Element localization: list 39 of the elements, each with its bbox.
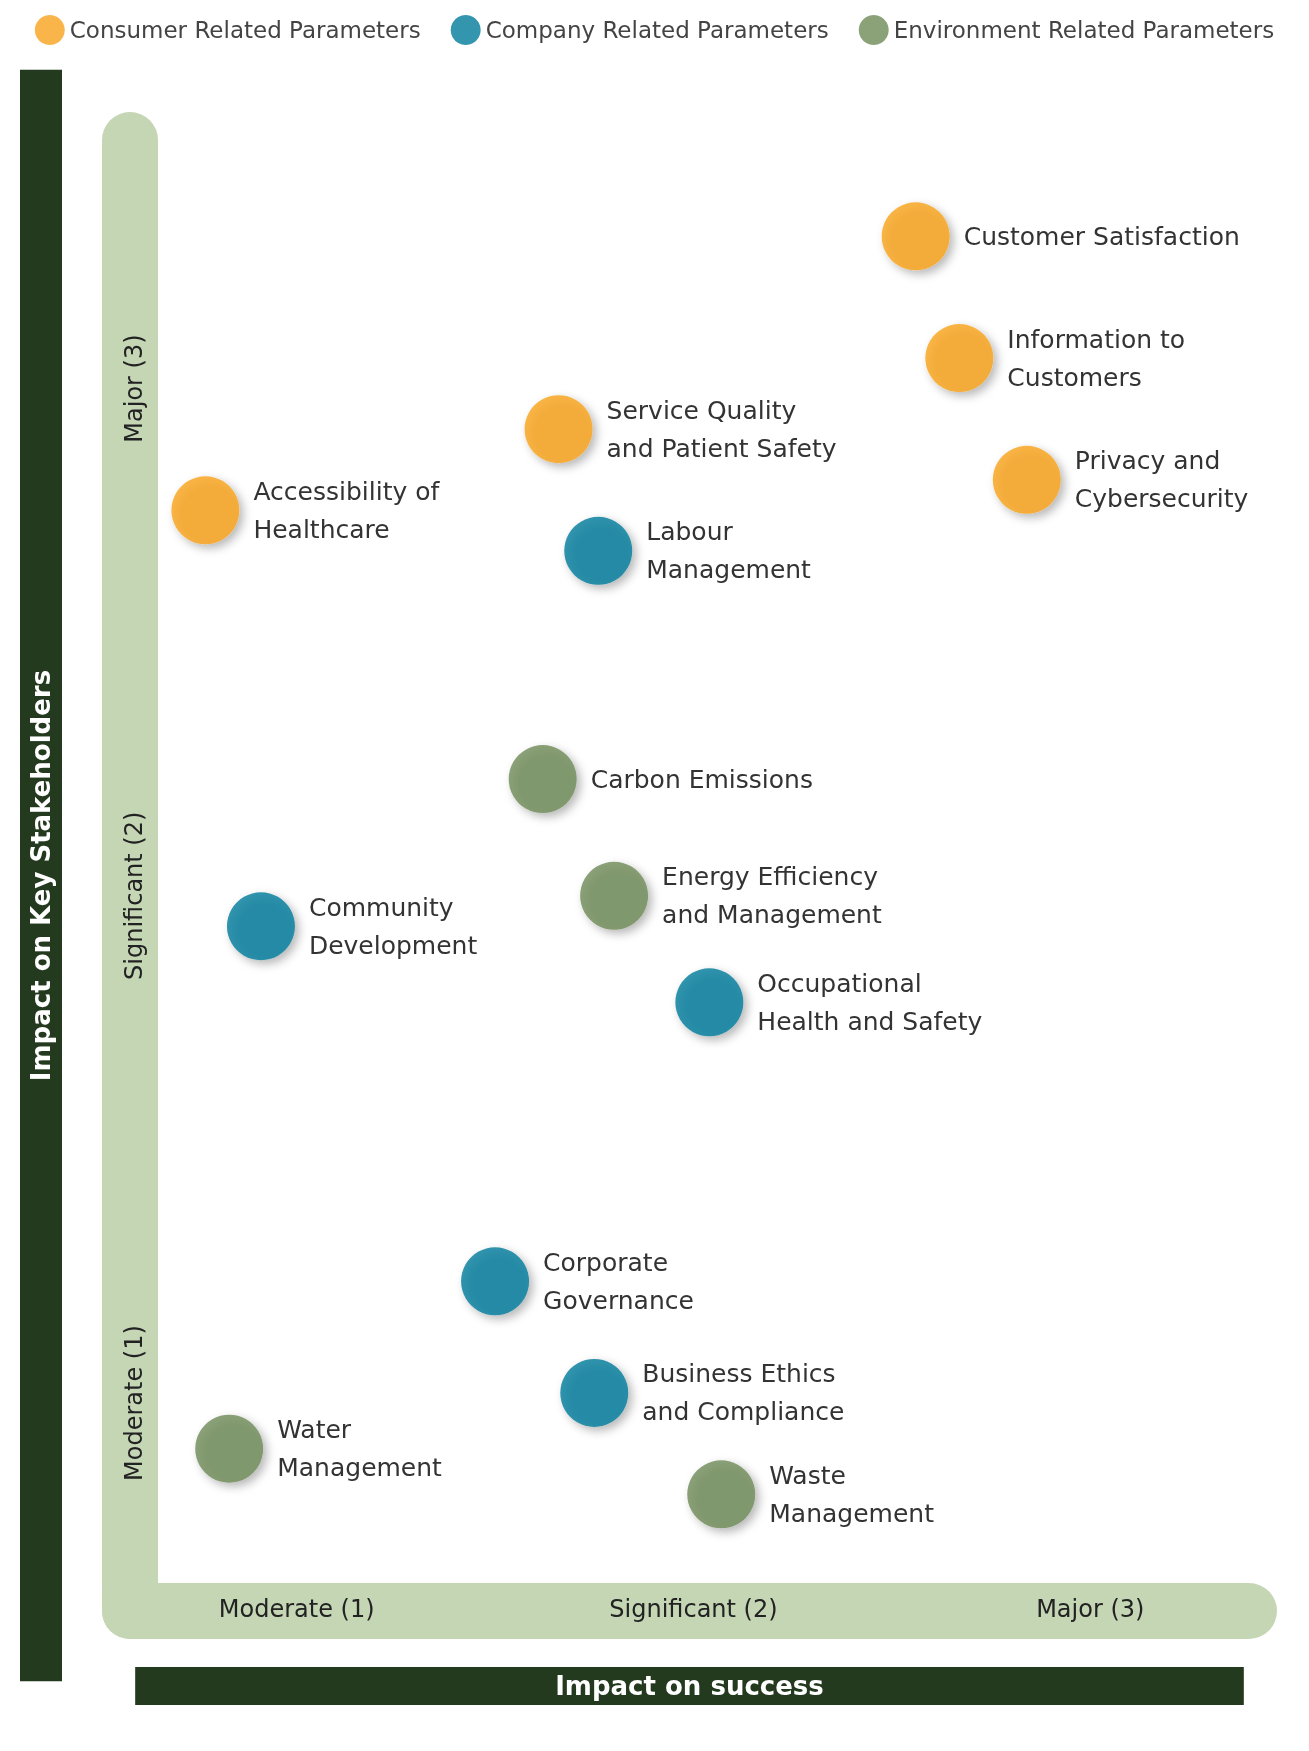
legend-label: Company Related Parameters (485, 17, 829, 43)
x-axis-title: Impact on success (555, 1671, 824, 1701)
y-tick-label: Major (3) (120, 334, 148, 443)
x-tick-label: Moderate (1) (218, 1595, 375, 1623)
point (461, 1247, 530, 1316)
annotation: Business Ethics and Compliance (642, 1359, 845, 1427)
point (992, 445, 1061, 514)
point (560, 1358, 629, 1427)
point (687, 1460, 756, 1529)
point (524, 395, 593, 464)
point (508, 745, 577, 814)
annotation: Customer Satisfaction (963, 221, 1240, 251)
y-tick-label: Significant (2) (120, 811, 148, 980)
annotation: Privacy and Cybersecurity (1074, 446, 1249, 514)
annotation: Corporate Governance (543, 1247, 694, 1315)
point (881, 202, 950, 271)
y-tick-label: Moderate (1) (120, 1325, 148, 1481)
point (227, 892, 295, 961)
annotation: Water Management (277, 1415, 443, 1483)
annotation: Energy Efficiency and Management (662, 862, 882, 930)
legend-label: Consumer Related Parameters (69, 17, 421, 43)
point (564, 516, 633, 585)
annotation: Labour Management (646, 517, 812, 585)
annotation: Accessibility of Healthcare (253, 476, 441, 544)
point (171, 476, 240, 545)
point (195, 1414, 264, 1483)
y-axis-title: Impact on Key Stakeholders (26, 669, 56, 1082)
point (675, 968, 744, 1037)
legend-label: Environment Related Parameters (893, 17, 1275, 43)
annotation: Carbon Emissions (590, 764, 813, 794)
annotation: Community Development (308, 892, 478, 960)
x-tick-label: Significant (2) (609, 1595, 778, 1623)
annotation: Waste Management (769, 1460, 935, 1528)
annotation: Information to Customers (1007, 324, 1186, 392)
x-tick-label: Major (3) (1036, 1595, 1145, 1623)
annotation: Occupational Health and Safety (757, 968, 983, 1036)
annotation: Service Quality and Patient Safety (606, 395, 837, 463)
point (580, 861, 649, 930)
point (925, 324, 994, 393)
